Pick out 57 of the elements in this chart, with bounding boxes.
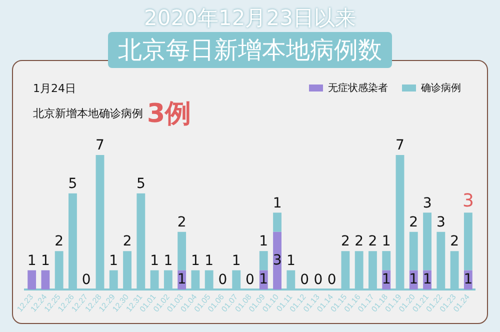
bar bbox=[273, 232, 282, 290]
data-label: 0 bbox=[327, 272, 336, 288]
bar bbox=[41, 270, 50, 290]
data-label: 1 bbox=[164, 252, 173, 269]
text: 北京新增本地确诊病例 bbox=[33, 106, 143, 121]
text: 1月24日 bbox=[33, 81, 77, 96]
data-label: 2 bbox=[409, 214, 418, 230]
data-label: 1 bbox=[190, 252, 200, 269]
bar bbox=[382, 251, 391, 270]
data-label: 5 bbox=[68, 176, 78, 192]
data-label: 1 bbox=[150, 252, 160, 269]
data-label: 1 bbox=[27, 252, 36, 269]
data-label: 0 bbox=[218, 272, 228, 288]
data-label: 1 bbox=[259, 272, 268, 288]
data-label: 1 bbox=[259, 234, 268, 250]
data-label: 5 bbox=[136, 176, 146, 192]
bar bbox=[259, 251, 268, 270]
data-label: 1 bbox=[232, 252, 241, 269]
bar bbox=[464, 212, 472, 270]
data-label: 2 bbox=[368, 234, 378, 250]
data-label: 2 bbox=[354, 234, 364, 250]
data-label: 0 bbox=[246, 272, 254, 288]
data-label: 3 bbox=[422, 195, 432, 212]
data-label: 2 bbox=[122, 234, 132, 250]
data-label: 1 bbox=[382, 234, 391, 250]
data-label: 1 bbox=[382, 272, 391, 288]
data-label: 2 bbox=[340, 234, 350, 250]
data-label: 7 bbox=[96, 138, 104, 154]
data-label: 2 bbox=[450, 234, 460, 250]
data-label: 1 bbox=[40, 252, 50, 269]
legend-label: 无症状感染者 bbox=[328, 82, 388, 94]
data-label: 1 bbox=[409, 272, 418, 288]
annotation: 3 bbox=[462, 190, 474, 212]
data-label: 1 bbox=[464, 272, 473, 288]
data-label: 1 bbox=[109, 252, 118, 269]
data-label: 2 bbox=[177, 214, 186, 230]
bar bbox=[273, 212, 282, 232]
data-label: 1 bbox=[286, 252, 296, 269]
data-label: 0 bbox=[300, 272, 310, 288]
data-label: 1 bbox=[272, 195, 282, 212]
data-label: 1 bbox=[177, 272, 186, 288]
bar bbox=[28, 270, 36, 290]
data-label: 7 bbox=[396, 138, 404, 154]
bar bbox=[409, 232, 418, 270]
data-label: 3 bbox=[272, 252, 282, 268]
data-label: 3 bbox=[436, 214, 446, 230]
legend-label: 确诊病例 bbox=[420, 82, 461, 94]
data-label: 0 bbox=[82, 272, 91, 288]
bar bbox=[178, 232, 186, 270]
bar bbox=[423, 212, 432, 270]
data-label: 1 bbox=[422, 272, 432, 288]
chart-subtitle: 北京每日新增本地病例数 bbox=[108, 32, 392, 68]
chart-title: 2020年12月23日以来 bbox=[143, 5, 357, 32]
text: 3例 bbox=[147, 99, 192, 129]
data-label: 2 bbox=[54, 234, 64, 250]
data-label: 0 bbox=[314, 272, 323, 288]
data-label: 1 bbox=[204, 252, 214, 269]
